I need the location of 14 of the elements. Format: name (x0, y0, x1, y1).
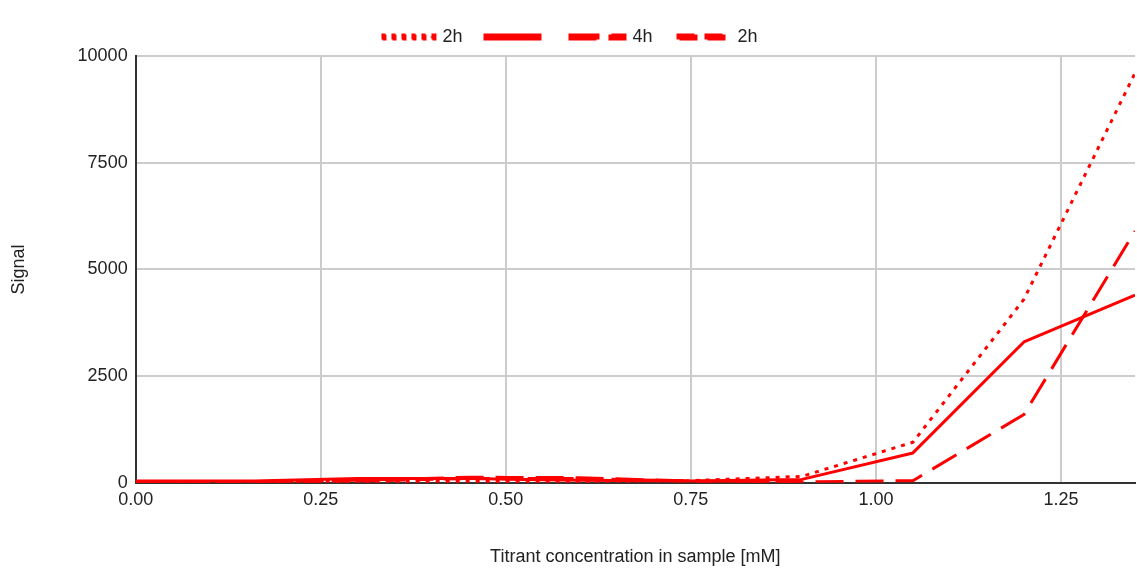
y-tick-label: 2500 (87, 365, 128, 386)
x-tick-label: 0.75 (673, 488, 709, 509)
y-tick-label: 10000 (77, 44, 128, 65)
legend-label: 4h (632, 25, 653, 46)
x-axis-title: Titrant concentration in sample [mM] (490, 546, 781, 567)
x-tick-label: 1.25 (1043, 488, 1079, 509)
y-axis-title: Signal (7, 244, 28, 295)
y-tick-label: 5000 (87, 258, 128, 279)
legend-label: 2h (737, 25, 758, 46)
x-tick-label: 1.00 (858, 488, 894, 509)
x-tick-label: 0.25 (303, 488, 339, 509)
x-tick-label: 0.50 (488, 488, 524, 509)
legend-label: 2h (442, 25, 463, 46)
y-tick-label: 7500 (87, 151, 128, 172)
